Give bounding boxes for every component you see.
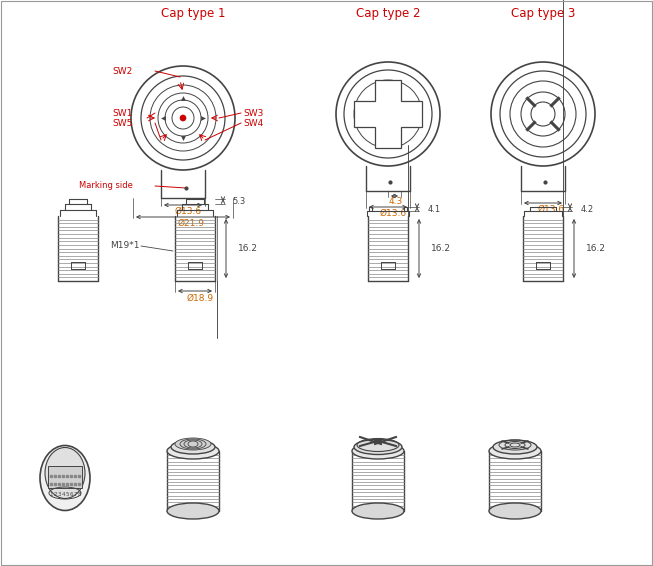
Text: Ø13.6: Ø13.6 xyxy=(174,207,202,216)
Text: SW4: SW4 xyxy=(243,118,263,127)
Text: SW3: SW3 xyxy=(243,109,263,118)
Ellipse shape xyxy=(188,441,198,447)
Ellipse shape xyxy=(489,443,541,459)
Text: 5.3: 5.3 xyxy=(232,197,246,206)
Text: Cap type 1: Cap type 1 xyxy=(161,6,225,19)
Text: 16.2: 16.2 xyxy=(586,244,606,253)
Ellipse shape xyxy=(493,440,537,454)
Text: SW5: SW5 xyxy=(112,118,133,127)
Text: 4.2: 4.2 xyxy=(581,204,594,213)
Text: Ø18.9: Ø18.9 xyxy=(187,294,214,302)
Ellipse shape xyxy=(167,503,219,519)
Ellipse shape xyxy=(167,443,219,459)
Bar xyxy=(48,466,82,488)
Text: 16.2: 16.2 xyxy=(431,244,451,253)
Text: 4: 4 xyxy=(61,491,65,496)
Text: 7: 7 xyxy=(73,491,77,496)
Text: 1: 1 xyxy=(49,491,53,496)
Text: 6: 6 xyxy=(69,491,72,496)
Text: 8: 8 xyxy=(77,491,81,496)
Text: SW2: SW2 xyxy=(113,66,133,75)
Ellipse shape xyxy=(354,440,402,454)
Text: Cap type 3: Cap type 3 xyxy=(511,6,575,19)
Text: 4.1: 4.1 xyxy=(428,204,441,213)
Ellipse shape xyxy=(45,448,85,499)
Text: 2: 2 xyxy=(54,491,57,496)
Text: Ø13.6: Ø13.6 xyxy=(537,204,565,213)
Ellipse shape xyxy=(180,439,206,449)
Text: M19*1: M19*1 xyxy=(110,242,140,251)
Text: 4.3: 4.3 xyxy=(389,196,403,205)
Text: Ø13.6: Ø13.6 xyxy=(379,208,407,217)
Text: Cap type 2: Cap type 2 xyxy=(356,6,421,19)
Ellipse shape xyxy=(40,445,90,511)
Text: Marking side: Marking side xyxy=(79,182,133,191)
Ellipse shape xyxy=(184,440,202,448)
Text: SW1: SW1 xyxy=(112,109,133,118)
Text: 5: 5 xyxy=(65,491,69,496)
Polygon shape xyxy=(354,80,422,148)
Ellipse shape xyxy=(175,438,211,450)
Ellipse shape xyxy=(489,503,541,519)
Ellipse shape xyxy=(171,440,215,454)
Ellipse shape xyxy=(352,503,404,519)
Ellipse shape xyxy=(352,443,404,459)
Text: Ø21.9: Ø21.9 xyxy=(178,218,204,228)
Text: 3: 3 xyxy=(57,491,61,496)
Text: 16.2: 16.2 xyxy=(238,244,258,253)
Circle shape xyxy=(180,115,186,121)
